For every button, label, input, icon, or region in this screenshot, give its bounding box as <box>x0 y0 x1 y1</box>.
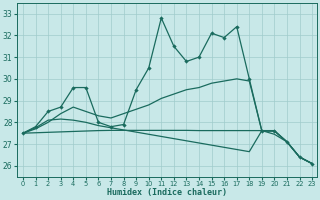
X-axis label: Humidex (Indice chaleur): Humidex (Indice chaleur) <box>107 188 227 197</box>
